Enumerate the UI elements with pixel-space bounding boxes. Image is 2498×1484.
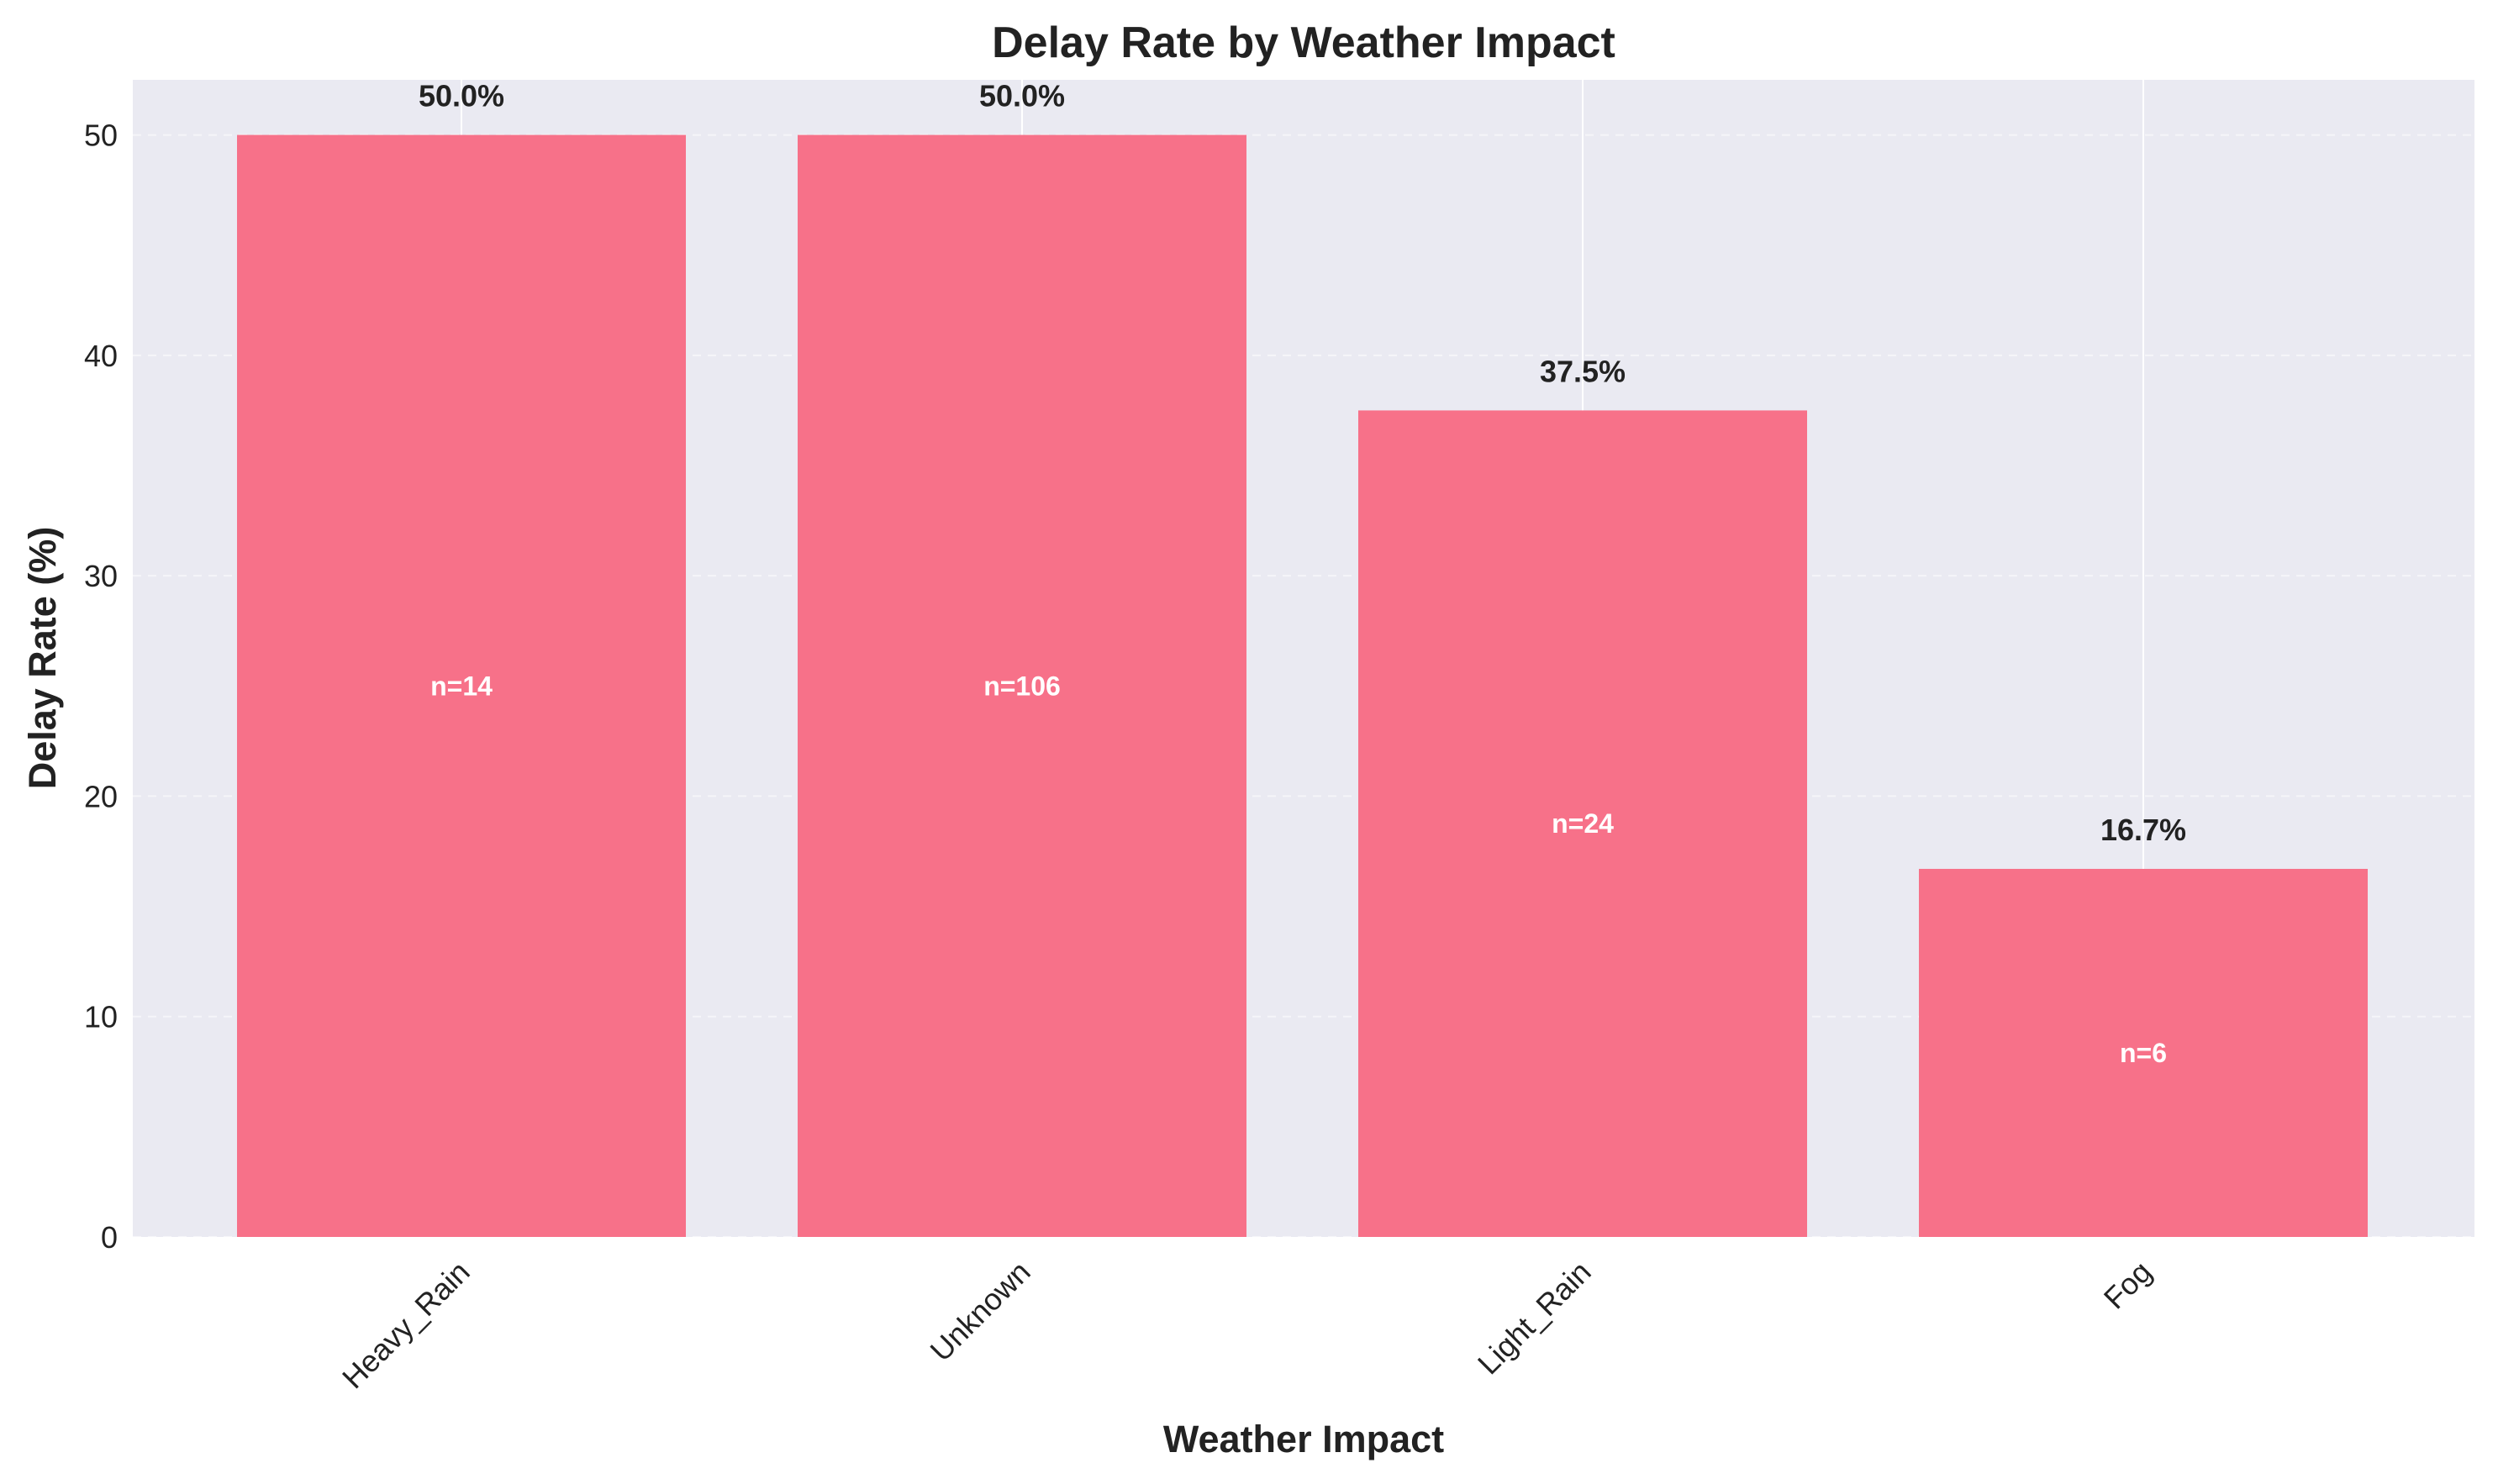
bar-value-label: 50.0% [419,79,504,113]
y-tick-label: 10 [84,1000,118,1034]
x-axis-label: Weather Impact [1163,1418,1444,1460]
bar-labels: 50.0% n=14 50.0% n=106 37.5% n=24 16.7% n=6 [419,79,2186,1068]
bar-unknown [798,134,1246,1238]
y-tick-label: 50 [84,118,118,153]
chart-title: Delay Rate by Weather Impact [992,18,1615,67]
y-axis-ticks: 0 10 20 30 40 50 [84,118,118,1255]
bar-value-label: 50.0% [979,79,1065,113]
y-tick-label: 20 [84,779,118,813]
bar-count-label: n=14 [430,671,493,701]
bar-light-rain [1358,410,1807,1237]
bar-count-label: n=24 [1552,808,1614,839]
bar-value-label: 16.7% [2100,813,2186,847]
bars [237,134,2368,1238]
bar-count-label: n=6 [2120,1038,2167,1068]
bar-heavy-rain [237,134,686,1238]
y-axis-label: Delay Rate (%) [21,527,64,790]
y-tick-label: 0 [101,1220,118,1255]
bar-value-label: 37.5% [1540,354,1626,388]
y-tick-label: 40 [84,339,118,373]
y-tick-label: 30 [84,559,118,593]
bar-count-label: n=106 [983,671,1061,701]
bar-fog [1919,868,2368,1237]
